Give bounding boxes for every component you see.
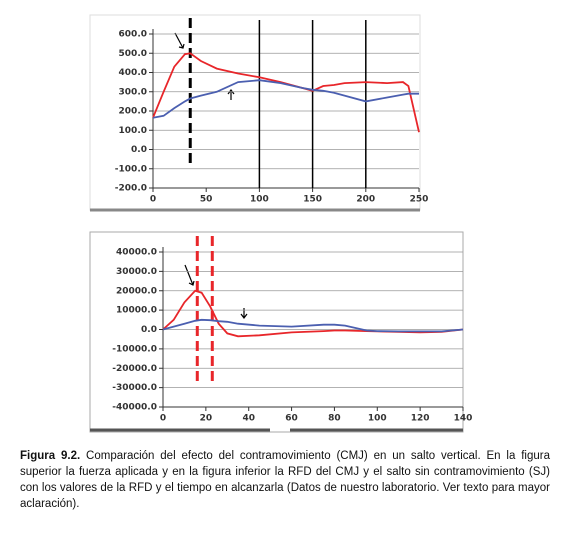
- caption-text: Comparación del efecto del contramovimie…: [20, 450, 550, 510]
- y-tick-label: -10000.0: [112, 344, 157, 354]
- x-tick-label: 0: [160, 414, 166, 424]
- panel-top: [89, 14, 421, 211]
- x-tick-label: 120: [411, 414, 430, 424]
- y-tick-label: 20000.0: [116, 286, 157, 296]
- y-tick-label: -20000.0: [112, 364, 157, 374]
- x-tick-label: 250: [410, 195, 429, 205]
- x-tick-label: 20: [200, 414, 213, 424]
- caption-label: Figura 9.2.: [20, 450, 81, 462]
- y-tick-label: -200.0: [115, 184, 147, 194]
- y-tick-label: 30000.0: [116, 267, 157, 277]
- x-tick-label: 40: [242, 414, 255, 424]
- y-tick-label: 400.0: [119, 68, 147, 78]
- y-tick-label: -100.0: [115, 164, 147, 174]
- series-line: [162, 318, 464, 333]
- x-tick-label: 150: [303, 195, 322, 205]
- y-tick-label: 300.0: [119, 87, 147, 97]
- x-tick-label: 80: [328, 414, 341, 424]
- y-tick-label: 500.0: [119, 49, 147, 59]
- series-line: [152, 79, 419, 119]
- caption: Figura 9.2. Comparación del efecto del c…: [20, 448, 550, 512]
- y-tick-label: 600.0: [119, 30, 147, 40]
- x-tick-label: 100: [250, 195, 269, 205]
- y-tick-label: -40000.0: [112, 403, 157, 413]
- x-tick-label: 0: [150, 195, 156, 205]
- x-tick-label: 140: [454, 414, 473, 424]
- y-tick-label: 40000.0: [116, 248, 157, 258]
- x-tick-label: 50: [200, 195, 213, 205]
- y-tick-label: 0.0: [131, 145, 147, 155]
- arrows: [174, 32, 248, 319]
- y-tick-label: 0.0: [141, 325, 157, 335]
- y-tick-label: 10000.0: [116, 306, 157, 316]
- y-tick-label: 100.0: [119, 126, 147, 136]
- x-tick-label: 200: [356, 195, 375, 205]
- y-tick-label: -30000.0: [112, 383, 157, 393]
- x-tick-label: 100: [368, 414, 387, 424]
- figure: 600.0500.0400.0300.0200.0100.00.0-100.0-…: [89, 14, 473, 433]
- x-tick-label: 60: [285, 414, 298, 424]
- y-tick-label: 200.0: [119, 107, 147, 117]
